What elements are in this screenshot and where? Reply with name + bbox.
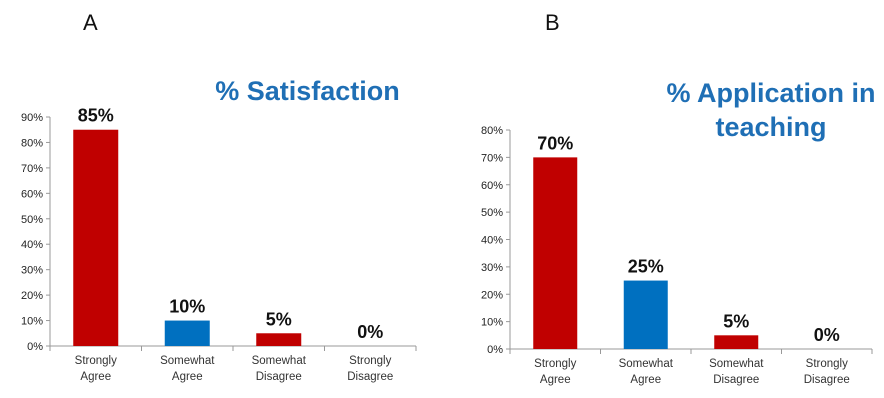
category-label-1: Strongly [534,358,576,370]
panel-label-b: B [545,10,560,35]
bar-chart-a: 0% 10% 20% 30% 40% 50% 60% 70% 80% 90% 85% Strongly… [21,106,417,383]
category-label-4: Strongly [349,355,391,367]
y-tick-label: 80% [481,125,503,137]
data-label-1: 70% [537,133,573,153]
data-label-2: 10% [169,297,205,317]
bar-1 [533,157,578,349]
y-tick-label: 0% [487,344,503,356]
data-label-1: 85% [78,106,114,126]
category-label-2: Agree [172,371,203,383]
y-tick-label: 20% [21,290,43,302]
y-tick-label: 30% [21,265,43,277]
category-label-2: Agree [630,374,661,386]
chart-title-a: % Satisfaction [215,76,400,106]
chart-title-b-line-1: % Application in [666,78,876,108]
y-tick-label: 60% [481,180,503,192]
chart-panel-a: A % Satisfaction 0% 10% 20% 30% 40% 50% 60% 70%… [21,10,417,383]
y-tick-label: 60% [21,188,43,200]
chart-panel-b: B % Application in teaching 0% 10% 20% 30% 4… [442,0,884,398]
category-label-2: Somewhat [619,358,674,370]
category-label-4: Strongly [806,358,848,370]
y-tick-label: 50% [481,207,503,219]
data-label-3: 5% [266,309,292,329]
y-tick-label: 50% [21,214,43,226]
category-label-4: Disagree [347,371,393,383]
y-tick-label: 20% [481,289,503,301]
category-label-1: Strongly [75,355,117,367]
y-tick-label: 30% [481,262,503,274]
y-tick-label: 40% [481,235,503,247]
y-tick-label: 80% [21,137,43,149]
data-label-4: 0% [357,322,383,342]
category-label-3: Somewhat [252,355,307,367]
y-tick-label: 40% [21,239,43,251]
data-label-4: 0% [814,325,840,345]
bar-2 [623,280,668,349]
y-tick-label: 70% [21,163,43,175]
bar-3 [256,333,302,346]
bar-chart-b: 0% 10% 20% 30% 40% 50% 60% 70% 80% 70% Strongly Agr… [481,125,873,386]
bar-1 [73,129,119,346]
category-label-4: Disagree [804,374,850,386]
bar-2 [164,320,210,346]
category-label-1: Agree [80,371,111,383]
category-label-2: Somewhat [160,355,215,367]
category-label-3: Disagree [713,374,759,386]
y-tick-label: 10% [21,316,43,328]
y-tick-label: 70% [481,152,503,164]
y-tick-label: 90% [21,112,43,124]
category-label-3: Disagree [256,371,302,383]
data-label-2: 25% [628,257,664,277]
bar-3 [714,335,759,349]
panel-label-a: A [83,10,98,35]
chart-title-b-line-2: teaching [715,112,827,142]
y-tick-label: 10% [481,317,503,329]
data-label-3: 5% [723,311,749,331]
y-tick-label: 0% [27,341,43,353]
category-label-1: Agree [540,374,571,386]
category-label-3: Somewhat [709,358,764,370]
chart-title-b: % Application in teaching [656,76,884,144]
